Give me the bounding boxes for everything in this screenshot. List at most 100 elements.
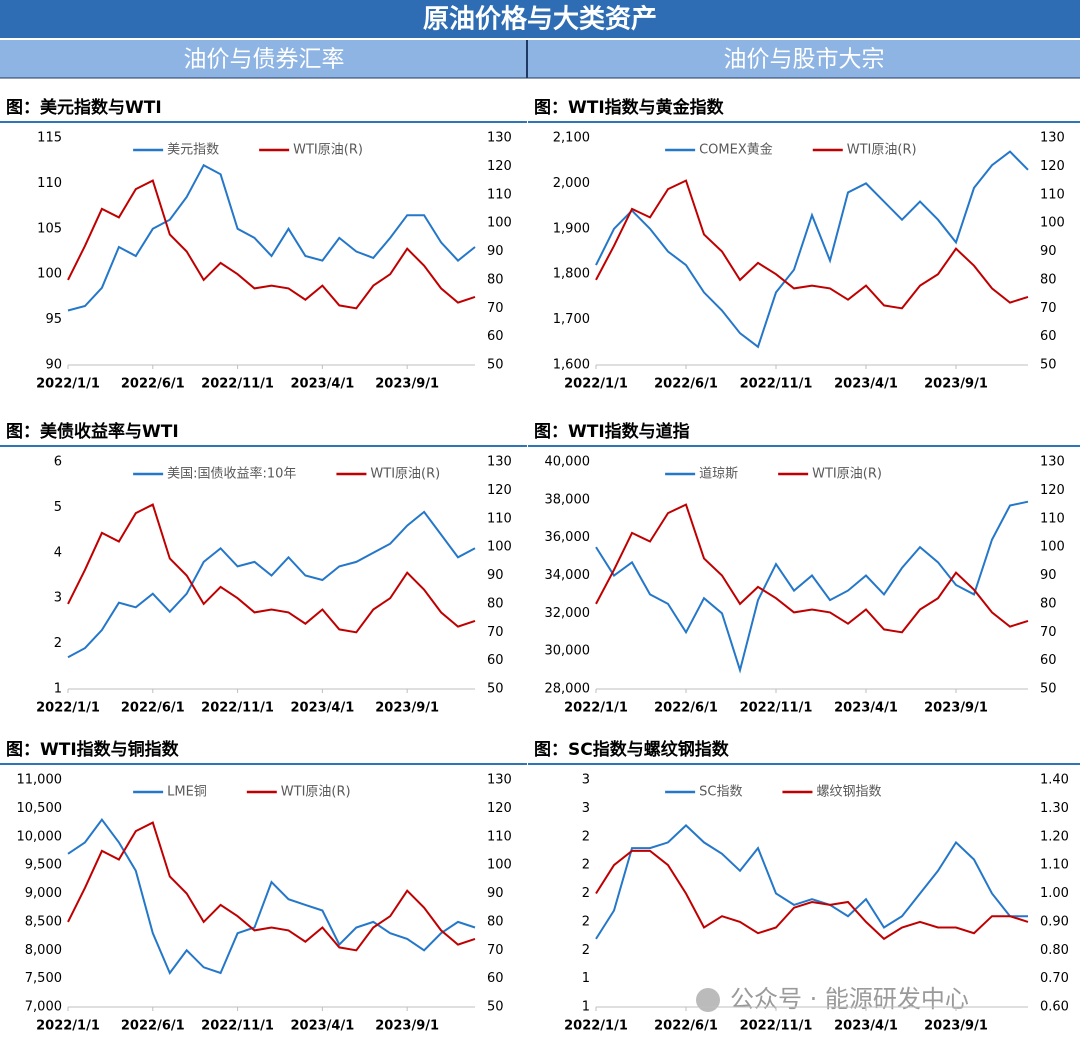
y-tick-label: 2 bbox=[582, 886, 590, 901]
series-line bbox=[595, 503, 1029, 634]
y-tick-label: 105 bbox=[37, 221, 62, 236]
y2-tick-label: 70 bbox=[1040, 301, 1057, 316]
section-bar bbox=[0, 40, 1080, 78]
x-tick-label: 2023/4/1 bbox=[834, 377, 898, 392]
x-tick-label: 2023/9/1 bbox=[375, 701, 439, 716]
x-tick-label: 2022/11/1 bbox=[740, 1019, 813, 1034]
y2-tick-label: 90 bbox=[487, 568, 504, 583]
y2-tick-label: 60 bbox=[487, 971, 504, 986]
y2-tick-label: 0.80 bbox=[1040, 943, 1069, 958]
legend-label: SC指数 bbox=[699, 785, 742, 800]
x-tick-label: 2022/1/1 bbox=[564, 377, 628, 392]
y-tick-label: 34,000 bbox=[545, 568, 591, 583]
y2-tick-label: 80 bbox=[1040, 596, 1057, 611]
y2-tick-label: 70 bbox=[1040, 625, 1057, 640]
chart-title: 图：SC指数与螺纹钢指数 bbox=[534, 739, 730, 760]
y-tick-label: 2 bbox=[582, 858, 590, 873]
x-tick-label: 2023/9/1 bbox=[375, 377, 439, 392]
y2-tick-label: 50 bbox=[487, 358, 504, 373]
y2-tick-label: 0.90 bbox=[1040, 914, 1069, 929]
y-tick-label: 1,800 bbox=[553, 267, 590, 282]
legend-label: WTI原油(R) bbox=[370, 467, 440, 482]
x-tick-label: 2022/6/1 bbox=[121, 1019, 185, 1034]
y2-tick-label: 130 bbox=[487, 455, 512, 470]
y2-tick-label: 130 bbox=[487, 773, 512, 788]
legend-label: LME铜 bbox=[167, 785, 207, 800]
series-line bbox=[595, 150, 1029, 349]
chart-title: 图：美元指数与WTI bbox=[6, 97, 162, 118]
x-tick-label: 2022/6/1 bbox=[654, 1019, 718, 1034]
legend-label: 美元指数 bbox=[167, 143, 219, 158]
y-tick-label: 38,000 bbox=[545, 492, 591, 507]
y-tick-label: 10,000 bbox=[17, 829, 63, 844]
y2-tick-label: 1.10 bbox=[1040, 858, 1069, 873]
y2-tick-label: 1.00 bbox=[1040, 886, 1069, 901]
y2-tick-label: 80 bbox=[487, 914, 504, 929]
y-tick-label: 8,000 bbox=[25, 943, 62, 958]
y-tick-label: 10,500 bbox=[17, 801, 63, 816]
y2-tick-label: 90 bbox=[1040, 244, 1057, 259]
y-tick-label: 40,000 bbox=[545, 455, 591, 470]
y-tick-label: 1,900 bbox=[553, 221, 590, 236]
y-tick-label: 2 bbox=[54, 636, 62, 651]
y-tick-label: 7,000 bbox=[25, 1000, 62, 1015]
y2-tick-label: 0.60 bbox=[1040, 1000, 1069, 1015]
y2-tick-label: 120 bbox=[1040, 483, 1065, 498]
page-title: 原油价格与大类资产 bbox=[423, 4, 657, 35]
y-tick-label: 1 bbox=[582, 971, 590, 986]
legend-label: 道琼斯 bbox=[699, 467, 738, 482]
y-tick-label: 3 bbox=[582, 801, 590, 816]
y-tick-label: 2 bbox=[582, 943, 590, 958]
legend-label: COMEX黄金 bbox=[699, 142, 773, 158]
y-tick-label: 6 bbox=[54, 455, 62, 470]
x-tick-label: 2023/4/1 bbox=[290, 377, 354, 392]
series-line bbox=[67, 821, 476, 952]
y2-tick-label: 110 bbox=[487, 829, 512, 844]
y-tick-label: 7,500 bbox=[25, 971, 62, 986]
y2-tick-label: 130 bbox=[1040, 131, 1065, 146]
y2-tick-label: 110 bbox=[1040, 511, 1065, 526]
y-tick-label: 1 bbox=[582, 1000, 590, 1015]
y2-tick-label: 50 bbox=[487, 1000, 504, 1015]
y2-tick-label: 130 bbox=[487, 131, 512, 146]
y-tick-label: 30,000 bbox=[545, 644, 591, 659]
y2-tick-label: 90 bbox=[1040, 568, 1057, 583]
x-tick-label: 2022/11/1 bbox=[740, 701, 813, 716]
y2-tick-label: 110 bbox=[1040, 187, 1065, 202]
y2-tick-label: 80 bbox=[1040, 272, 1057, 287]
chart-title: 图：WTI指数与道指 bbox=[534, 421, 690, 442]
x-tick-label: 2022/1/1 bbox=[564, 1019, 628, 1034]
x-tick-label: 2022/1/1 bbox=[564, 701, 628, 716]
x-tick-label: 2022/11/1 bbox=[201, 701, 274, 716]
y2-tick-label: 80 bbox=[487, 272, 504, 287]
y2-tick-label: 1.40 bbox=[1040, 773, 1069, 788]
y-tick-label: 5 bbox=[54, 500, 62, 515]
chart-title: 图：美债收益率与WTI bbox=[6, 421, 179, 442]
y2-tick-label: 120 bbox=[487, 159, 512, 174]
y2-tick-label: 100 bbox=[487, 858, 512, 873]
series-line bbox=[67, 818, 476, 975]
series-line bbox=[595, 500, 1029, 674]
x-tick-label: 2022/1/1 bbox=[36, 1019, 100, 1034]
x-tick-label: 2023/4/1 bbox=[834, 1019, 898, 1034]
y-tick-label: 28,000 bbox=[545, 682, 591, 697]
y2-tick-label: 100 bbox=[487, 216, 512, 231]
y2-tick-label: 1.30 bbox=[1040, 801, 1069, 816]
legend-label: 美国:国债收益率:10年 bbox=[167, 466, 296, 482]
y-tick-label: 32,000 bbox=[545, 606, 591, 621]
y-tick-label: 11,000 bbox=[17, 773, 63, 788]
x-tick-label: 2022/6/1 bbox=[654, 701, 718, 716]
y-tick-label: 90 bbox=[45, 358, 62, 373]
y2-tick-label: 80 bbox=[487, 596, 504, 611]
y2-tick-label: 100 bbox=[487, 540, 512, 555]
y2-tick-label: 60 bbox=[1040, 653, 1057, 668]
header-bar bbox=[0, 0, 1080, 38]
y-tick-label: 8,500 bbox=[25, 914, 62, 929]
watermark-icon bbox=[696, 988, 720, 1012]
y2-tick-label: 60 bbox=[1040, 329, 1057, 344]
y2-tick-label: 50 bbox=[1040, 682, 1057, 697]
series-line bbox=[67, 163, 476, 312]
y2-tick-label: 0.70 bbox=[1040, 971, 1069, 986]
y-tick-label: 2,000 bbox=[553, 176, 590, 191]
